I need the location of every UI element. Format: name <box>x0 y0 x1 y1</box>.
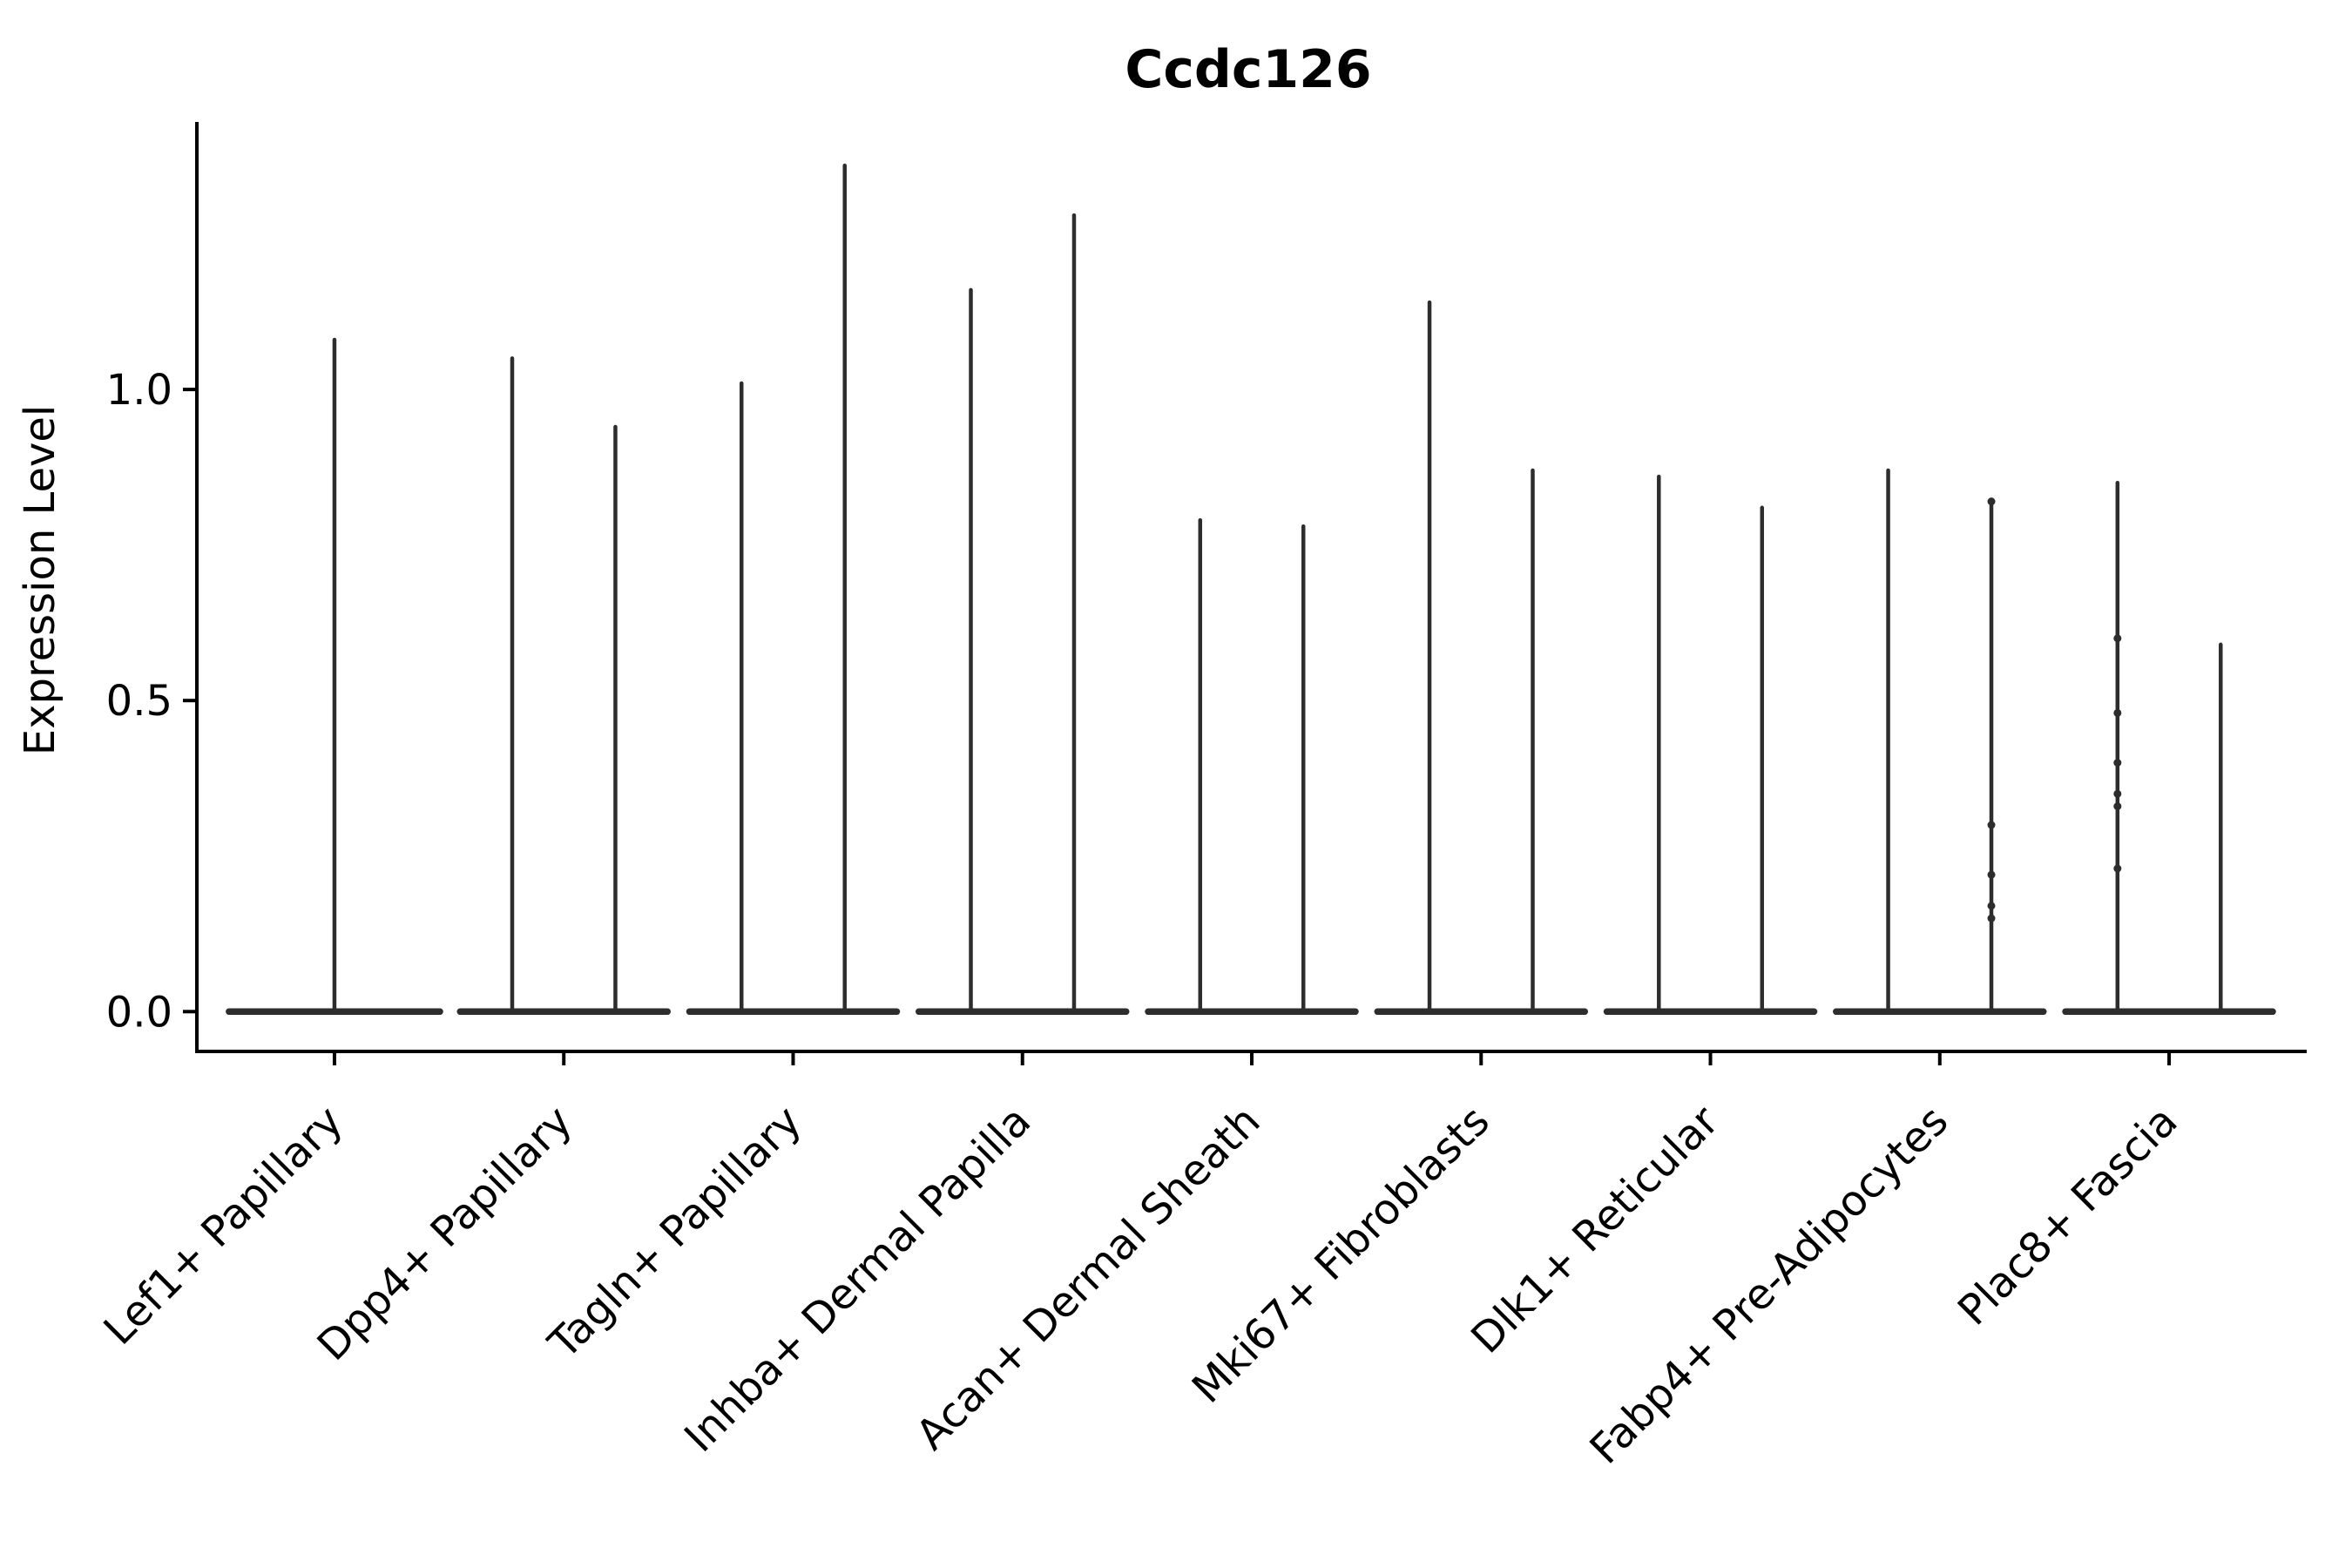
expression-point <box>2113 802 2122 811</box>
expression-point <box>2113 759 2122 767</box>
expression-point <box>2113 864 2122 873</box>
expression-point <box>2113 708 2122 717</box>
x-tick-label: Lef1+ Papillary <box>94 1097 352 1355</box>
expression-point <box>1987 821 1996 829</box>
x-tick-label: Plac8+ Fascia <box>1949 1097 2187 1335</box>
violins-layer <box>226 163 2276 1016</box>
x-tick-label: Dpp4+ Papillary <box>308 1097 582 1370</box>
y-tick-label: 0.5 <box>106 677 172 726</box>
chart-title: Ccdc126 <box>1125 39 1371 100</box>
y-axis-label: Expression Level <box>16 405 64 756</box>
y-tick-label: 1.0 <box>106 366 172 415</box>
x-tick-label: Dlk1+ Reticular <box>1462 1097 1728 1363</box>
y-tick-label: 0.0 <box>106 988 172 1037</box>
expression-point <box>1987 497 1996 506</box>
expression-point <box>2113 789 2122 798</box>
expression-point <box>1987 902 1996 910</box>
expression-point <box>1987 870 1996 879</box>
axis-spines <box>195 122 2307 1053</box>
expression-point <box>2113 634 2122 643</box>
expression-point <box>1987 914 1996 923</box>
x-tick-label: Tagln+ Papillary <box>539 1097 811 1369</box>
